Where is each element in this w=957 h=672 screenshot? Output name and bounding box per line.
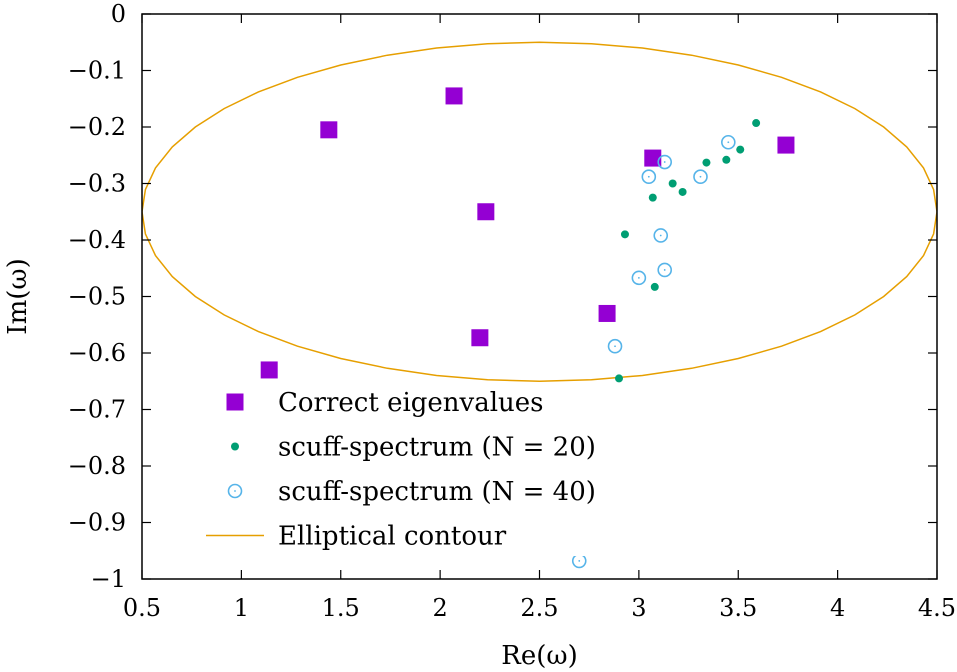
y-tick-label: −0.5 <box>68 283 126 311</box>
y-tick-label: −0.4 <box>68 226 126 254</box>
legend-entry: scuff-spectrum (N = 20) <box>231 433 596 463</box>
circle-center <box>234 490 236 492</box>
legend-entry: scuff-spectrum (N = 40) <box>227 477 596 507</box>
scuff-n20-point <box>620 230 629 239</box>
x-axis-label: Re(ω) <box>501 641 577 671</box>
scuff-n20-point <box>648 193 657 202</box>
circle-ring <box>721 134 736 150</box>
y-tick-label: 0 <box>111 0 126 28</box>
circle-center <box>578 560 581 562</box>
x-tick-label: 1 <box>234 594 249 622</box>
scuff-n20-point <box>702 158 711 167</box>
circle-ring <box>227 483 243 499</box>
elliptical-contour <box>142 41 937 382</box>
eigenvalue-point <box>477 203 495 221</box>
scuff-n40-point <box>571 553 587 569</box>
y-tick-label: −0.9 <box>68 509 126 537</box>
circle-ring <box>657 262 673 278</box>
legend-marker-swatch <box>227 483 243 499</box>
x-tick-label: 1.5 <box>322 594 360 622</box>
scuff-n40-point <box>657 154 673 170</box>
legend-marker-swatch <box>231 442 239 451</box>
legend-label: scuff-spectrum (N = 20) <box>278 433 596 463</box>
x-tick-label: 4 <box>830 594 845 622</box>
x-tick-label: 3.5 <box>719 594 757 622</box>
circle-center <box>614 345 616 348</box>
scuff-n20-point <box>722 155 731 164</box>
legend-background <box>200 384 640 556</box>
plot-area <box>142 41 937 569</box>
y-tick-label: −0.2 <box>68 113 126 141</box>
scuff-n40-point <box>721 134 736 150</box>
x-tick-label: 2 <box>432 594 447 622</box>
scuff-n40-point <box>653 228 669 243</box>
axes: 0.5 1 1.5 2 2.5 3 3.5 4 4.5 0 −0.1 −0.2 −0.3 −0.4 −0.5… <box>68 0 956 622</box>
y-tick-label: −1 <box>91 565 126 593</box>
legend-marker-swatch <box>226 393 244 411</box>
circle-center <box>647 175 650 178</box>
eigenvalue-point <box>320 121 338 139</box>
scuff-n40-point <box>607 338 623 354</box>
legend-label: Elliptical contour <box>278 522 507 552</box>
scuff-n40-point <box>641 169 657 185</box>
circle-center <box>727 141 730 144</box>
scuff-n40-point <box>631 270 647 286</box>
y-tick-label: −0.3 <box>68 170 126 198</box>
scuff-n20-point <box>615 374 623 383</box>
x-tick-label: 3 <box>631 594 646 622</box>
eigenvalue-point <box>445 87 463 105</box>
eigenvalue-point <box>644 149 662 167</box>
circle-center <box>663 269 666 271</box>
legend-entry: Correct eigenvalues <box>226 388 544 418</box>
y-tick-label: −0.1 <box>68 57 126 85</box>
circle-ring <box>631 270 647 286</box>
scuff-n20-point <box>678 187 687 196</box>
circle-center <box>699 175 702 178</box>
circle-ring <box>657 154 673 170</box>
scuff-n40-point <box>657 262 673 278</box>
x-tick-label: 0.5 <box>123 594 161 622</box>
circle-center <box>659 234 662 237</box>
legend-label: scuff-spectrum (N = 40) <box>278 477 596 507</box>
eigenvalue-point <box>471 329 489 347</box>
y-tick-label: −0.8 <box>68 452 126 480</box>
y-axis-label: Im(ω) <box>3 258 33 334</box>
circle-center <box>637 276 640 279</box>
eigenvalue-point <box>777 136 795 154</box>
x-tick-label: 4.5 <box>918 594 956 622</box>
legend-label: Correct eigenvalues <box>278 388 544 418</box>
x-tick-label: 2.5 <box>520 594 558 622</box>
y-tick-label: −0.6 <box>68 339 126 367</box>
circle-center <box>663 161 666 163</box>
legend: Correct eigenvalues scuff-spectrum (N = 2… <box>200 384 640 556</box>
circle-ring <box>641 169 657 185</box>
scuff-n20-point <box>736 145 745 154</box>
eigenvalue-point <box>598 304 616 322</box>
eigenvalue-point <box>260 361 278 379</box>
scuff-n20-point <box>668 179 677 188</box>
y-tick-label: −0.7 <box>68 396 126 424</box>
scuff-n20-point <box>752 119 761 128</box>
circle-ring <box>693 169 708 185</box>
scuff-n40-point <box>693 169 708 185</box>
scuff-n20-point <box>650 282 659 291</box>
legend-entry: Elliptical contour <box>206 522 507 552</box>
circle-ring <box>607 338 623 354</box>
circle-ring <box>653 228 669 243</box>
